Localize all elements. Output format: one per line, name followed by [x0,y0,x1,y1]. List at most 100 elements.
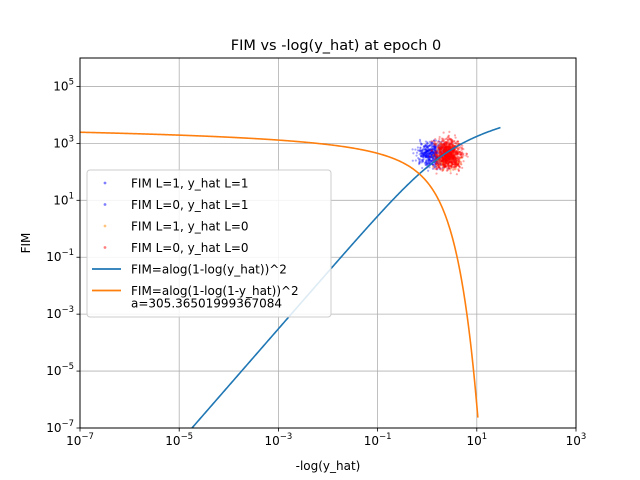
scatter-point [419,160,422,163]
scatter-point [448,151,451,155]
scatter-point [443,150,446,153]
scatter-point [434,147,437,150]
scatter-point [438,146,442,149]
scatter-point [457,147,460,151]
scatter-point [447,147,450,151]
scatter-point [433,143,437,146]
scatter-point [435,167,438,171]
scatter-point [442,157,445,160]
scatter-point [457,160,460,163]
scatter-point [425,150,428,153]
y-tick-label: 10−1 [46,248,74,264]
scatter-point [451,151,454,154]
scatter-point [449,141,452,144]
scatter-point [435,149,439,152]
scatter-point [440,150,443,153]
scatter-point [449,155,452,158]
scatter-point [429,148,432,151]
scatter-point [441,159,444,163]
scatter-point [428,155,431,158]
scatter-point [441,147,445,150]
scatter-point [450,158,453,162]
scatter-point [441,151,445,154]
scatter-point [433,157,436,161]
scatter-point [460,155,463,159]
scatter-point [450,160,453,164]
scatter-point [441,156,444,159]
scatter-point [443,156,447,159]
scatter-point [458,165,461,168]
scatter-point [453,157,456,161]
scatter-point [442,156,445,160]
scatter-point [424,154,427,157]
scatter-point [425,145,428,148]
scatter-point [429,160,432,163]
scatter-point [428,155,432,158]
scatter-point [442,157,446,160]
scatter-point [439,164,443,167]
scatter-point [465,152,468,155]
scatter-point [448,152,451,156]
scatter-point [441,159,444,162]
scatter-point [421,155,424,158]
scatter-point [449,151,453,154]
scatter-point [450,153,453,156]
scatter-point [445,153,448,157]
scatter-point [432,151,435,154]
scatter-point [424,163,428,166]
scatter-point [444,160,448,163]
scatter-point [422,153,426,156]
scatter-point [449,154,452,157]
scatter-point [434,155,438,158]
scatter-point [431,154,435,157]
scatter-point [461,147,464,150]
scatter-point [435,162,438,165]
scatter-point [443,146,446,149]
scatter-point [449,157,453,160]
scatter-point [427,150,430,153]
scatter-point [442,150,445,153]
y-axis-label: FIM [19,233,33,254]
scatter-point [454,165,457,168]
scatter-point [430,149,433,152]
scatter-point [448,152,451,155]
scatter-point [456,157,459,160]
scatter-point [442,157,445,161]
scatter-point [438,166,441,169]
scatter-point [461,166,464,169]
scatter-point [450,151,453,154]
scatter-point [455,164,459,167]
scatter-point [432,150,435,153]
scatter-point [444,154,448,157]
scatter-point [441,162,444,165]
scatter-point [430,153,433,157]
scatter-point [443,148,447,151]
scatter-point [452,159,456,162]
scatter-point [455,161,458,164]
scatter-point [423,147,427,150]
scatter-point [428,152,431,155]
scatter-point [442,157,445,160]
scatter-point [442,145,445,148]
scatter-point [439,157,443,160]
y-tick-label: 10−7 [46,419,74,435]
scatter-point [431,150,434,153]
scatter-point [454,161,457,164]
scatter-point [423,161,426,165]
scatter-point [434,150,437,153]
scatter-point [450,141,454,145]
scatter-point [435,162,438,165]
scatter-point [422,146,425,149]
scatter-point [446,160,449,163]
curve-line [80,131,479,418]
scatter-point [447,163,450,166]
scatter-point [434,153,438,156]
scatter-point [444,157,447,161]
scatter-point [419,150,422,153]
scatter-point [450,159,453,162]
scatter-point [445,156,448,160]
scatter-point [449,158,452,161]
scatter-point [435,154,438,157]
x-tick-label: 10−7 [66,432,94,448]
